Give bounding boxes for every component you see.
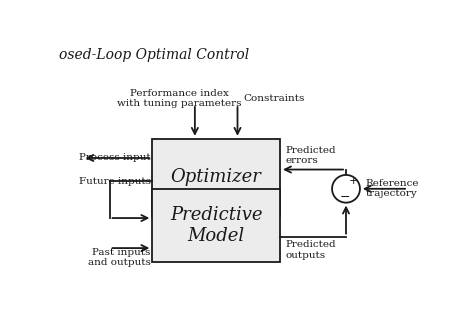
Text: Performance index
with tuning parameters: Performance index with tuning parameters	[117, 89, 242, 108]
Text: Predictive
Model: Predictive Model	[170, 206, 263, 245]
Bar	[152, 189, 280, 262]
Text: Constraints: Constraints	[244, 94, 305, 103]
Circle shape	[332, 175, 360, 203]
Text: Future inputs: Future inputs	[79, 176, 151, 185]
Text: Optimizer: Optimizer	[171, 168, 262, 186]
Bar	[152, 139, 280, 216]
Text: +: +	[349, 176, 358, 186]
Text: Predicted
errors: Predicted errors	[285, 146, 336, 166]
Text: −: −	[339, 191, 350, 204]
Text: Reference
trajectory: Reference trajectory	[365, 179, 419, 198]
Text: Process input: Process input	[79, 154, 151, 163]
Text: Predicted
outputs: Predicted outputs	[285, 241, 336, 260]
Text: Past inputs
and outputs: Past inputs and outputs	[88, 248, 151, 268]
Text: osed-Loop Optimal Control: osed-Loop Optimal Control	[59, 48, 249, 62]
